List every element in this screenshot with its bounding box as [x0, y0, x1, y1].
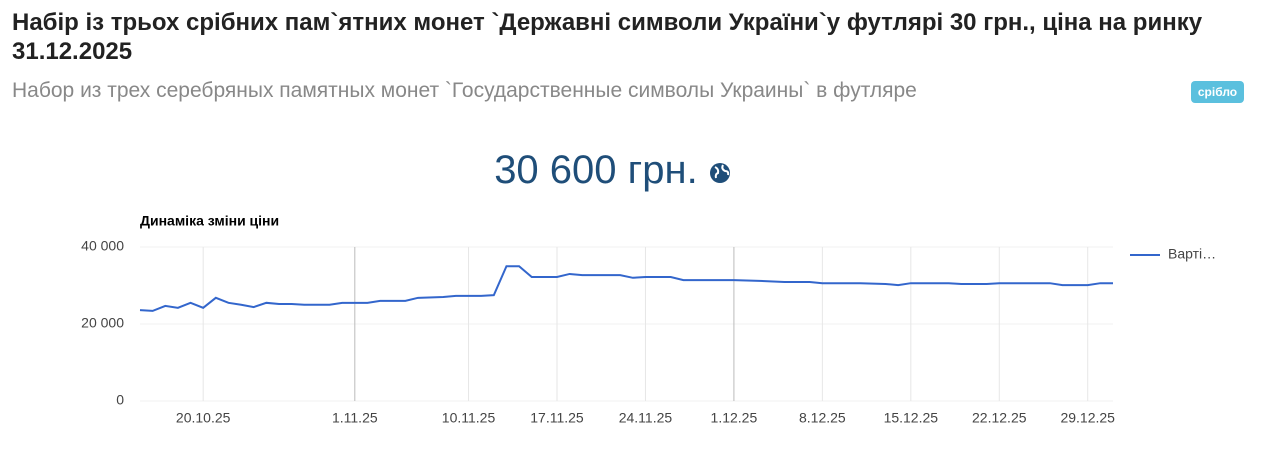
- x-tick-label: 1.11.25: [332, 410, 378, 426]
- price-line: [139, 265, 1113, 312]
- x-tick-label: 20.10.25: [176, 410, 231, 426]
- subtitle: Набор из трех серебряных памятных монет …: [12, 79, 917, 102]
- x-tick-label: 17.11.25: [530, 410, 584, 426]
- y-tick-label: 40 000: [81, 238, 124, 254]
- x-tick-label: 8.12.25: [799, 410, 846, 426]
- metal-badge[interactable]: срібло: [1191, 81, 1244, 103]
- price-text: 30 600 грн.: [494, 148, 698, 192]
- page-title: Набір із трьох срібних пам`ятних монет `…: [12, 9, 1203, 65]
- x-tick-label: 29.12.25: [1060, 410, 1115, 426]
- chart: Динаміка зміни ціни 0 20 000 40 000 20.10.2…: [81, 213, 1216, 426]
- globe-icon[interactable]: [709, 162, 731, 184]
- x-tick-label: 22.12.25: [972, 410, 1027, 426]
- y-tick-label: 0: [116, 392, 124, 408]
- x-tick-label: 24.11.25: [619, 410, 673, 426]
- x-tick-label: 1.12.25: [711, 410, 758, 426]
- y-tick-label: 20 000: [81, 315, 124, 331]
- x-tick-label: 10.11.25: [442, 410, 496, 426]
- x-tick-label: 15.12.25: [884, 410, 939, 426]
- chart-title: Динаміка зміни ціни: [140, 213, 279, 229]
- legend-label: Варті…: [1168, 246, 1216, 262]
- price: 30 600 грн.: [0, 148, 1225, 193]
